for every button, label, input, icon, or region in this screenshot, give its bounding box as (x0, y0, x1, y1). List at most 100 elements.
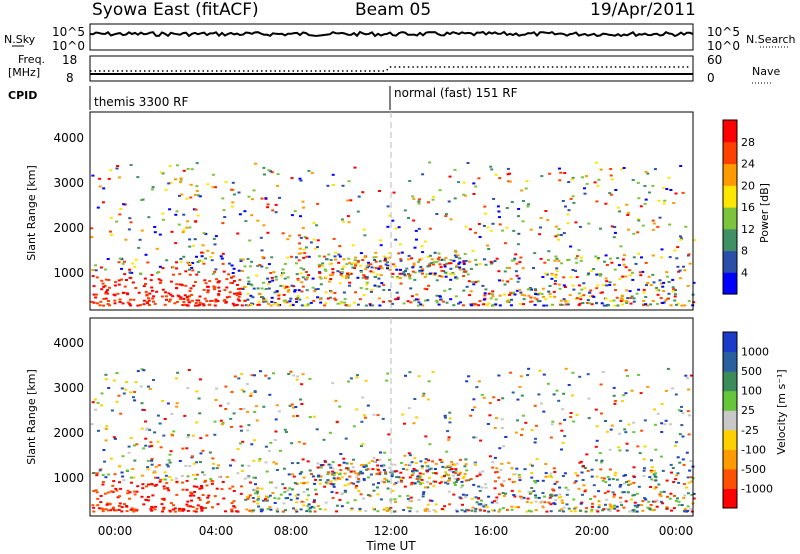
data-cell (250, 374, 254, 377)
data-cell (324, 481, 328, 484)
data-cell (290, 488, 294, 491)
data-cell (305, 296, 309, 299)
data-cell (617, 264, 621, 267)
data-cell (348, 261, 352, 264)
data-cell (518, 476, 522, 479)
data-cell (586, 273, 590, 276)
data-cell (682, 483, 686, 485)
data-cell (240, 429, 243, 432)
data-cell (92, 506, 96, 509)
data-cell (98, 185, 102, 188)
data-cell (295, 497, 299, 500)
data-cell (283, 301, 287, 304)
data-cell (237, 295, 241, 298)
data-cell (365, 283, 369, 286)
data-cell (619, 245, 623, 248)
data-cell (407, 217, 410, 219)
data-cell (193, 238, 197, 241)
data-cell (600, 291, 604, 294)
data-cell (487, 495, 491, 498)
data-cell (674, 192, 678, 195)
data-cell (168, 453, 172, 456)
data-cell (391, 263, 395, 266)
data-cell (680, 405, 683, 408)
data-cell (268, 393, 272, 396)
data-cell (553, 503, 557, 506)
data-cell (445, 301, 449, 304)
data-cell (138, 238, 142, 241)
data-cell (118, 465, 122, 468)
data-cell (655, 499, 659, 502)
data-cell (615, 478, 619, 481)
data-cell (103, 492, 107, 495)
data-cell (342, 457, 346, 460)
data-cell (399, 282, 403, 285)
data-cell (351, 244, 355, 247)
data-cell (396, 298, 400, 300)
data-cell (519, 375, 523, 378)
data-cell (214, 268, 218, 271)
data-cell (591, 505, 594, 508)
data-cell (432, 485, 436, 488)
data-cell (184, 464, 188, 467)
data-cell (369, 473, 373, 476)
data-cell (545, 510, 549, 513)
data-cell (296, 493, 300, 496)
data-cell (339, 302, 343, 305)
data-cell (619, 419, 623, 422)
data-cell (150, 458, 154, 460)
data-cell (590, 510, 593, 513)
data-cell (451, 463, 455, 466)
data-cell (247, 283, 250, 285)
data-cell (580, 471, 584, 474)
data-cell (429, 254, 432, 257)
data-cell (577, 304, 581, 307)
velocity-cells (90, 367, 696, 513)
data-cell (266, 206, 270, 209)
data-cell (596, 284, 600, 287)
data-cell (424, 458, 428, 460)
data-cell (654, 472, 658, 475)
data-cell (444, 271, 448, 274)
data-cell (293, 210, 297, 213)
data-cell (230, 205, 234, 208)
data-cell (264, 374, 268, 377)
data-cell (618, 278, 622, 281)
data-cell (572, 201, 576, 204)
data-cell (308, 416, 312, 419)
data-cell (522, 303, 525, 306)
data-cell (379, 239, 383, 242)
data-cell (449, 273, 452, 275)
data-cell (95, 276, 99, 279)
data-cell (602, 508, 606, 511)
data-cell (180, 193, 184, 196)
data-cell (537, 393, 541, 396)
data-cell (552, 467, 556, 470)
data-cell (692, 497, 696, 500)
data-cell (186, 304, 190, 307)
data-cell (249, 294, 253, 297)
data-cell (561, 200, 565, 202)
data-cell (100, 392, 104, 395)
data-cell (195, 461, 198, 464)
data-cell (379, 274, 383, 277)
data-cell (494, 298, 498, 301)
data-cell (398, 243, 402, 246)
data-cell (649, 469, 653, 472)
data-cell (205, 434, 209, 437)
data-cell (108, 286, 111, 289)
data-cell (608, 509, 612, 512)
data-cell (177, 295, 181, 298)
data-cell (302, 501, 306, 504)
data-cell (231, 181, 235, 184)
data-cell (444, 466, 448, 469)
data-cell (163, 478, 167, 481)
data-cell (233, 280, 236, 283)
data-cell (468, 228, 472, 231)
data-cell (159, 446, 163, 449)
data-cell (406, 300, 410, 303)
data-cell (160, 503, 164, 506)
data-cell (453, 481, 456, 484)
data-cell (93, 398, 97, 401)
data-cell (252, 476, 256, 479)
